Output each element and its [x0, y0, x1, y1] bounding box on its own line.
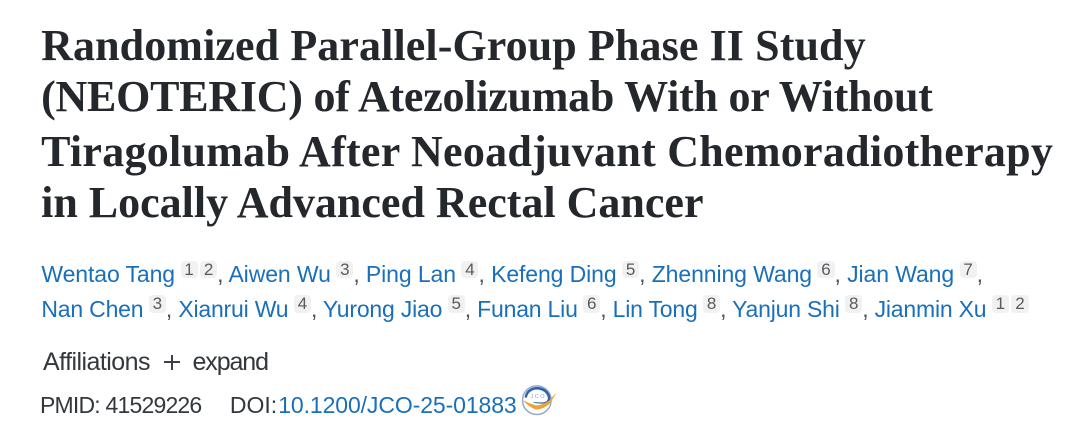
svg-text:J C O: J C O	[531, 394, 546, 400]
